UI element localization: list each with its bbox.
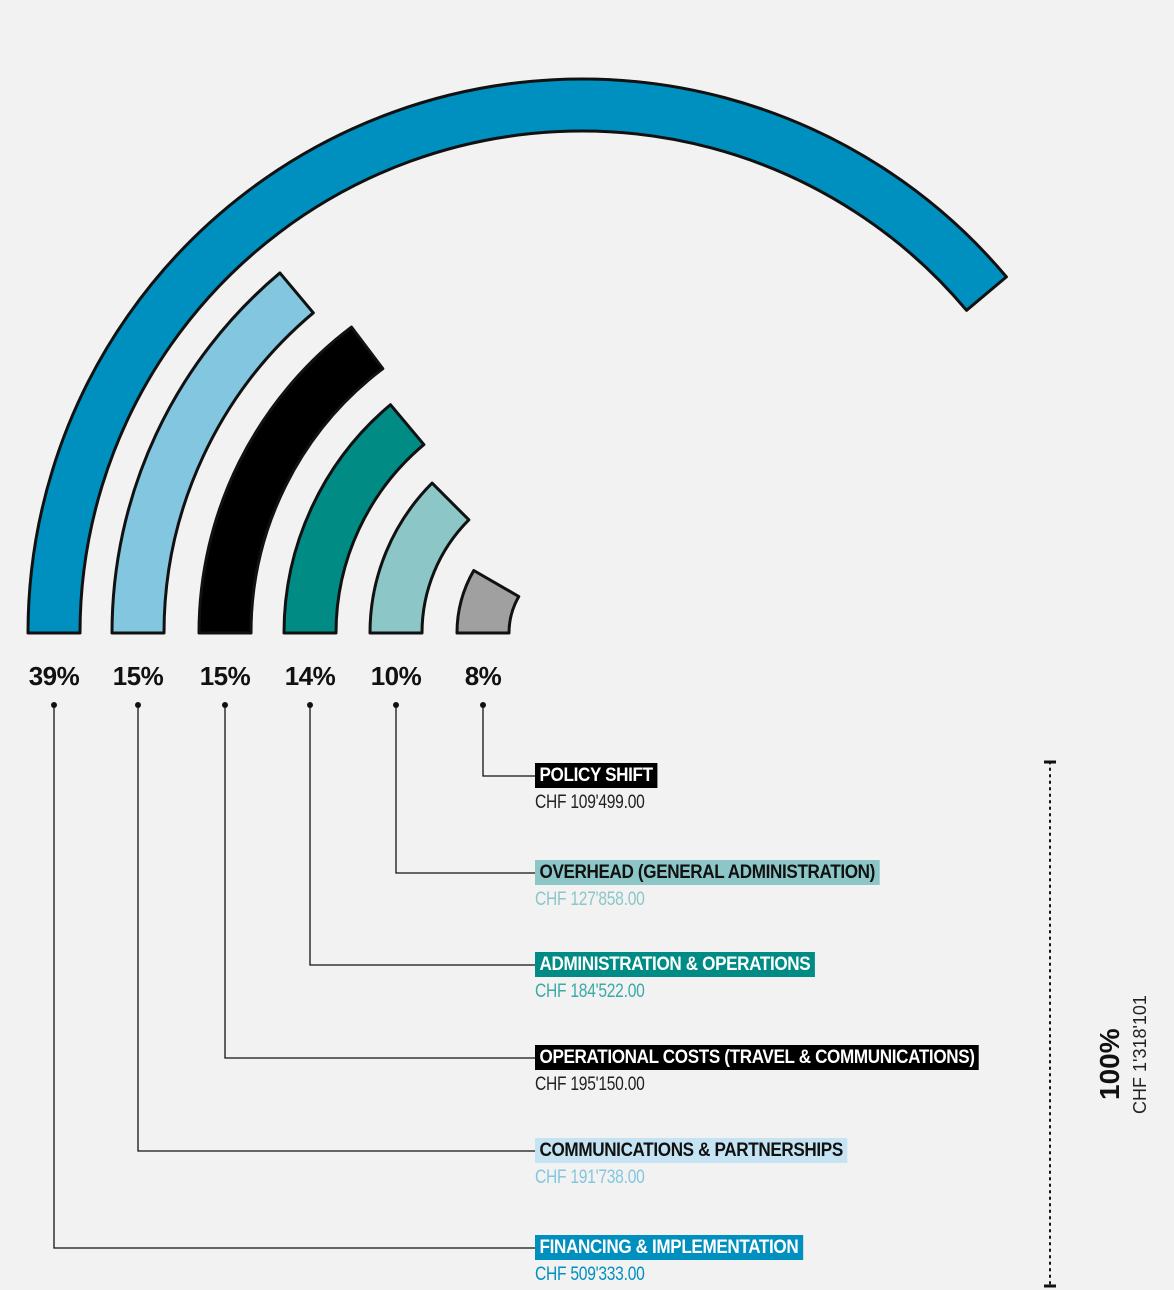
total-percent: 100% xyxy=(1094,1028,1125,1100)
percent-label-2: 15% xyxy=(200,661,251,691)
legend-item-1: COMMUNICATIONS & PARTNERSHIPS CHF 191'738… xyxy=(535,1138,882,1189)
legend-item-amount-0: CHF 509'333.00 xyxy=(535,1264,645,1285)
total-bracket xyxy=(1044,760,1056,1288)
legend-item-name-2: OPERATIONAL COSTS (TRAVEL & COMMUNICATIO… xyxy=(535,1045,980,1070)
legend-item-name-5: POLICY SHIFT xyxy=(535,763,658,788)
arc-bar-4 xyxy=(368,481,471,635)
leader-line-1 xyxy=(137,705,536,1152)
arc-bar-1 xyxy=(110,271,315,635)
legend-item-3: ADMINISTRATION & OPERATIONS CHF 184'522.0… xyxy=(535,952,846,1003)
legend-item-2: OPERATIONAL COSTS (TRAVEL & COMMUNICATIO… xyxy=(535,1045,1028,1096)
total-amount: CHF 1'318'101 xyxy=(1130,995,1150,1114)
legend-item-name-3: ADMINISTRATION & OPERATIONS xyxy=(535,952,815,977)
arc-bar-0 xyxy=(26,77,1008,635)
legend-item-amount-3: CHF 184'522.00 xyxy=(535,981,645,1002)
legend-item-amount-1: CHF 191'738.00 xyxy=(535,1167,645,1188)
arc-group xyxy=(26,77,1008,635)
leader-line-3 xyxy=(309,705,536,966)
arc-bar-5 xyxy=(455,569,521,635)
total-block: 100% CHF 1'318'101 xyxy=(1092,995,1162,1120)
leader-line-5 xyxy=(482,705,536,777)
percent-label-3: 14% xyxy=(285,661,336,691)
leader-line-0 xyxy=(53,705,536,1249)
legend-item-name-1: COMMUNICATIONS & PARTNERSHIPS xyxy=(535,1138,848,1163)
legend-item-amount-5: CHF 109'499.00 xyxy=(535,792,645,813)
leader-line-4 xyxy=(395,705,536,874)
legend-item-4: OVERHEAD (GENERAL ADMINISTRATION) CHF 127… xyxy=(535,860,918,911)
legend-item-name-4: OVERHEAD (GENERAL ADMINISTRATION) xyxy=(535,860,880,885)
arc-bar-2 xyxy=(197,325,385,635)
leader-line-2 xyxy=(224,705,536,1059)
percent-label-4: 10% xyxy=(371,661,422,691)
legend-item-amount-4: CHF 127'858.00 xyxy=(535,889,645,910)
percent-label-1: 15% xyxy=(113,661,164,691)
legend-item-amount-2: CHF 195'150.00 xyxy=(535,1074,645,1095)
arc-bar-3 xyxy=(282,403,426,635)
leader-lines xyxy=(51,702,536,1249)
legend-item-name-0: FINANCING & IMPLEMENTATION xyxy=(535,1235,803,1260)
percent-labels: 39% 15% 15% 14% 10% 8% xyxy=(29,661,502,691)
percent-label-0: 39% xyxy=(29,661,80,691)
legend-item-0: FINANCING & IMPLEMENTATION CHF 509'333.00 xyxy=(535,1235,833,1286)
percent-label-5: 8% xyxy=(465,661,502,691)
legend-item-5: POLICY SHIFT CHF 109'499.00 xyxy=(535,763,671,814)
